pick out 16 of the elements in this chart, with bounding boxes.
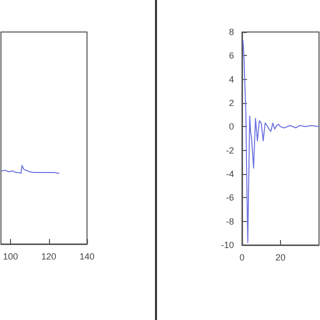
y-tick-label: -10 xyxy=(220,240,234,250)
x-tick-label: 120 xyxy=(41,252,56,262)
y-tick-label: 2 xyxy=(228,98,234,108)
y-tick-label: -2 xyxy=(226,145,234,156)
y-tick-label: -4 xyxy=(226,169,234,179)
y-tick-label: 4 xyxy=(228,74,234,84)
y-tick-label: 0 xyxy=(228,122,234,132)
line-series xyxy=(242,40,320,244)
y-tick-label: 8 xyxy=(228,27,234,37)
x-tick-label: 140 xyxy=(79,252,95,262)
x-tick-label: 100 xyxy=(2,252,18,262)
y-tick-label: 6 xyxy=(228,50,234,61)
x-tick-label: 20 xyxy=(275,252,286,262)
y-tick-label: -8 xyxy=(226,216,234,226)
y-tick-label: -6 xyxy=(226,192,234,203)
x-tick-label: 0 xyxy=(239,252,245,262)
